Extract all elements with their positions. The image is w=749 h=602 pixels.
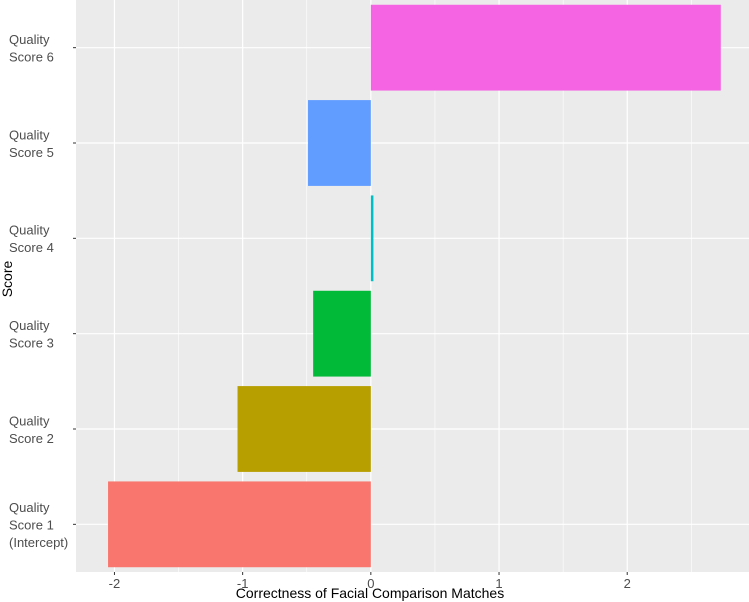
bar [308,100,371,186]
bar [313,290,371,377]
bar [370,4,721,91]
minor-gridlines [178,0,692,572]
y-tick-label: Quality Score 6 [9,32,54,65]
y-tick-label: Quality Score 1 (Intercept) [9,500,68,550]
bar [108,481,371,568]
bars [108,4,721,568]
y-tick-label: Quality Score 3 [9,318,54,351]
bar [370,195,374,282]
x-tick-label: 1 [495,576,502,591]
y-tick-label: Quality Score 5 [9,127,54,160]
y-axis-title: Score [0,261,15,298]
x-tick-label: 0 [367,576,374,591]
bar [237,386,371,472]
x-axis: -2 -1 0 1 2 [109,572,631,591]
major-gridlines [76,0,749,572]
plot-panel [76,0,749,572]
x-tick-label: -1 [237,576,249,591]
x-tick-label: -2 [109,576,121,591]
x-axis-title: Correctness of Facial Comparison Matches [236,585,504,601]
x-tick-label: 2 [624,576,631,591]
y-tick-label: Quality Score 4 [9,223,54,256]
y-axis: Quality Score 1 (Intercept) Quality Score 2 Q… [9,32,76,550]
y-tick-label: Quality Score 2 [9,413,54,446]
